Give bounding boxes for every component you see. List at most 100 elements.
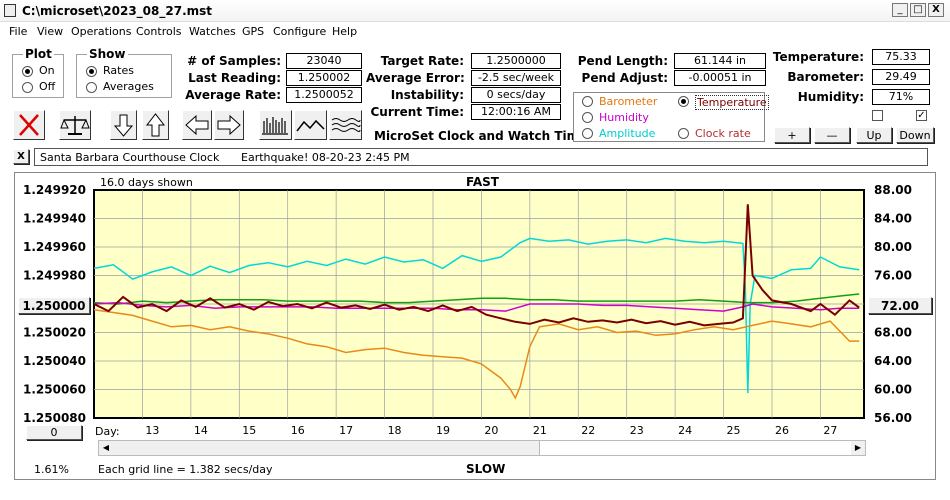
up-button[interactable]: Up [856, 127, 892, 143]
day-tick-label: 18 [388, 424, 402, 437]
menu-watches[interactable]: Watches [189, 25, 236, 38]
pend-length-field: 61.144 in [674, 53, 766, 69]
checkbox-2[interactable]: ✓ [916, 110, 927, 121]
show-group-title: Show [87, 47, 128, 61]
menu-help[interactable]: Help [332, 25, 358, 38]
barometer-label: Barometer: [787, 70, 864, 84]
day-tick-label: 14 [194, 424, 208, 437]
menu-file[interactable]: File [9, 25, 28, 38]
sensor-center-button[interactable]: 72.00 [868, 297, 932, 314]
percent-label: 1.61% [34, 463, 69, 476]
temperature-option-label: Temperature [695, 95, 769, 110]
left-tick-label: 1.250020 [23, 326, 86, 340]
rate-center-button[interactable]: 1.250000 [18, 297, 90, 314]
scroll-right-arrow-icon[interactable]: ▶ [854, 443, 862, 452]
checkbox-1[interactable] [872, 110, 883, 121]
red-x-icon [19, 114, 39, 136]
humidity-option-label: Humidity [599, 111, 649, 124]
day-tick-label: 15 [242, 424, 256, 437]
series-clock-rate [93, 293, 860, 305]
humidity-field: 71% [872, 89, 930, 105]
current-time-field: 12:00:16 AM [471, 104, 561, 120]
show-averages-label: Averages [103, 80, 154, 93]
show-rates-label: Rates [103, 64, 134, 77]
scroll-left-button[interactable] [182, 110, 212, 140]
menu-view[interactable]: View [37, 25, 64, 38]
day-tick-label: 22 [581, 424, 595, 437]
arrow-up-icon [145, 113, 166, 137]
left-tick-label: 1.249980 [23, 269, 86, 283]
barometer-option-label: Barometer [599, 95, 658, 108]
left-tick-label: 1.250040 [23, 354, 86, 368]
samples-field: 23040 [286, 53, 362, 69]
right-tick-label: 60.00 [874, 383, 912, 397]
average-rate-label: Average Rate: [185, 88, 281, 102]
line-graph-button[interactable] [294, 110, 327, 140]
show-averages-radio[interactable] [86, 82, 97, 93]
plot-on-label: On [39, 64, 55, 77]
right-tick-label: 64.00 [874, 354, 912, 368]
balance-button[interactable] [59, 110, 91, 140]
close-window-button[interactable]: X [928, 3, 944, 17]
humidity-radio[interactable] [582, 112, 593, 123]
temperature-radio[interactable] [678, 96, 689, 107]
current-time-label: Current Time: [370, 105, 464, 119]
minus-button[interactable]: — [814, 127, 850, 143]
instability-field: 0 secs/day [471, 87, 561, 103]
plus-button[interactable]: + [774, 127, 810, 143]
show-rates-radio[interactable] [86, 66, 97, 77]
maximize-button[interactable]: □ [910, 3, 926, 17]
day-tick-label: 19 [436, 424, 450, 437]
target-rate-field: 1.2500000 [471, 53, 561, 69]
right-tick-label: 80.00 [874, 240, 912, 254]
day-tick-label: 16 [291, 424, 305, 437]
zero-button[interactable]: 0 [26, 425, 82, 440]
scroll-up-button[interactable] [142, 110, 169, 140]
menu-operations[interactable]: Operations [71, 25, 132, 38]
note-field[interactable]: Santa Barbara Courthouse Clock Earthquak… [34, 148, 928, 166]
day-tick-label: 23 [630, 424, 644, 437]
scroll-down-button[interactable] [110, 110, 137, 140]
series-barometer [93, 308, 860, 400]
bar-graph-button[interactable] [259, 110, 292, 140]
fast-label: FAST [466, 175, 499, 189]
menu-configure[interactable]: Configure [273, 25, 327, 38]
day-tick-label: 27 [823, 424, 837, 437]
menu-gps[interactable]: GPS [242, 25, 265, 38]
wave-graph-button[interactable] [329, 110, 362, 140]
barometer-radio[interactable] [582, 96, 593, 107]
menu-bar: File View Operations Controls Watches GP… [0, 22, 950, 42]
plot-group: Plot [12, 47, 64, 98]
right-tick-label: 56.00 [874, 411, 912, 425]
right-tick-label: 68.00 [874, 326, 912, 340]
chart-scrollbar[interactable]: ◀ ▶ [98, 440, 866, 456]
scale-balance-icon [60, 116, 90, 135]
series-temperature [93, 204, 860, 327]
down-button[interactable]: Down [896, 127, 934, 143]
days-shown-label: 16.0 days shown [100, 176, 193, 189]
scroll-thumb[interactable] [539, 441, 851, 455]
clear-button[interactable] [13, 110, 45, 140]
clock-rate-radio[interactable] [678, 128, 689, 139]
clear-note-button[interactable]: X [13, 149, 29, 164]
minimize-button[interactable]: _ [892, 3, 908, 17]
target-rate-label: Target Rate: [380, 54, 464, 68]
amplitude-radio[interactable] [582, 128, 593, 139]
sensor-select-panel [573, 92, 765, 142]
arrow-left-icon [185, 114, 209, 136]
humidity-label: Humidity: [797, 90, 864, 104]
temperature-label: Temperature: [772, 50, 864, 64]
plot-off-radio[interactable] [22, 82, 33, 93]
day-tick-label: 25 [727, 424, 741, 437]
day-tick-label: 24 [678, 424, 692, 437]
average-error-field: -2.5 sec/week [471, 70, 561, 86]
day-tick-label: 26 [775, 424, 789, 437]
scroll-left-arrow-icon[interactable]: ◀ [102, 443, 110, 452]
wave-icon [331, 118, 361, 132]
note-event: Earthquake! 08-20-23 2:45 PM [241, 151, 410, 164]
left-tick-label: 1.250060 [23, 383, 86, 397]
plot-on-radio[interactable] [22, 66, 33, 77]
scroll-right-button[interactable] [214, 110, 244, 140]
menu-controls[interactable]: Controls [136, 25, 182, 38]
pend-adjust-label: Pend Adjust: [581, 71, 668, 85]
